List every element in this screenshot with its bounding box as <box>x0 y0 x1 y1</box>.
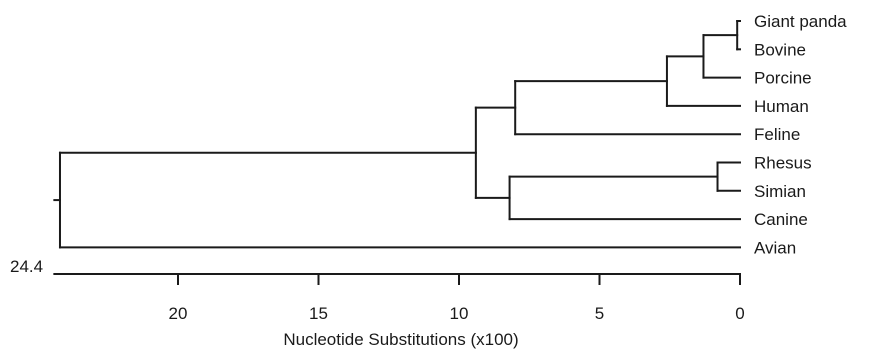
axis-title: Nucleotide Substitutions (x100) <box>283 330 518 349</box>
tip-label-human: Human <box>754 97 809 116</box>
tip-label-feline: Feline <box>754 125 800 144</box>
tick-label-10: 10 <box>450 304 469 323</box>
tick-label-0: 0 <box>735 304 744 323</box>
tip-label-bovine: Bovine <box>754 40 806 59</box>
axis-ticks: 20 15 10 5 0 <box>169 273 745 323</box>
tip-label-porcine: Porcine <box>754 69 812 88</box>
tip-labels: Giant panda Bovine Porcine Human Feline Rhesu… <box>754 12 847 257</box>
tip-label-simian: Simian <box>754 182 806 201</box>
tick-label-20: 20 <box>169 304 188 323</box>
tip-label-avian: Avian <box>754 238 796 257</box>
tip-label-giant-panda: Giant panda <box>754 12 847 31</box>
tick-label-5: 5 <box>595 304 604 323</box>
tip-label-canine: Canine <box>754 210 808 229</box>
tick-label-15: 15 <box>309 304 328 323</box>
tree-branches <box>53 20 741 249</box>
root-depth-label: 24.4 <box>10 257 43 276</box>
tip-label-rhesus: Rhesus <box>754 154 812 173</box>
distance-axis: 20 15 10 5 0 24.4 Nucleotide Substitutions (… <box>10 257 745 349</box>
